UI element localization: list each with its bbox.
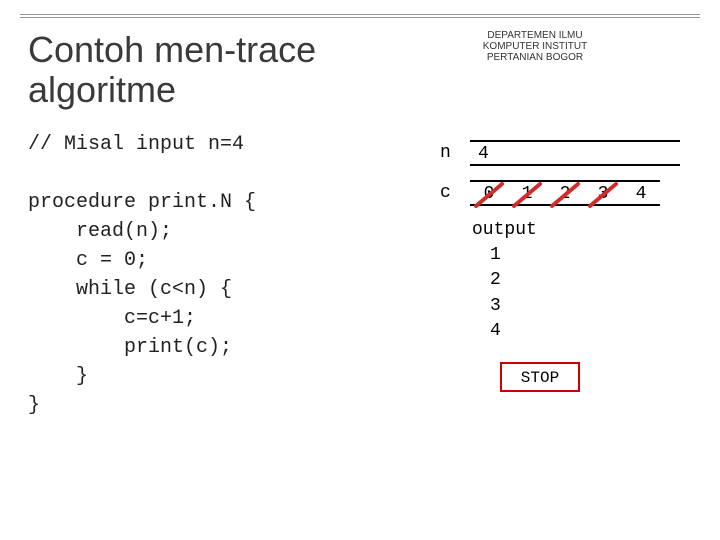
dept-line3: PERTANIAN BOGOR [450, 52, 620, 63]
output-line: 4 [490, 320, 680, 343]
dept-line1: DEPARTEMEN ILMU [450, 30, 620, 41]
strike-icon [584, 182, 622, 208]
c-cells: 01234 [470, 180, 660, 206]
dept-line2: KOMPUTER INSTITUT [450, 41, 620, 52]
c-cell: 0 [470, 180, 508, 206]
strike-icon [470, 182, 508, 208]
output-line: 3 [490, 295, 680, 318]
c-cell: 3 [584, 180, 622, 206]
strike-icon [546, 182, 584, 208]
stop-badge: STOP [500, 362, 580, 392]
output-list: 12 34 [490, 244, 680, 344]
page-title: Contoh men-trace algoritme [28, 30, 316, 109]
output-line: 2 [490, 269, 680, 292]
c-cell: 2 [546, 180, 584, 206]
top-rule [20, 14, 700, 18]
trace-panel: n 4 c 01234 output 1234 STOP [440, 140, 680, 392]
row-n: n 4 [440, 140, 680, 166]
strike-icon [508, 182, 546, 208]
var-n-label: n [440, 143, 470, 163]
output-line: 1 [490, 244, 680, 267]
title-line1: Contoh men-trace [28, 30, 316, 70]
output-label: output [472, 220, 680, 240]
c-cell: 1 [508, 180, 546, 206]
row-c: c 01234 [440, 180, 680, 206]
code-block: // Misal input n=4 procedure print.N { r… [28, 130, 256, 420]
var-n-value: 4 [470, 140, 680, 166]
c-cell: 4 [622, 180, 660, 206]
department-label: DEPARTEMEN ILMU KOMPUTER INSTITUT PERTAN… [450, 30, 620, 63]
title-line2: algoritme [28, 70, 316, 110]
var-c-label: c [440, 183, 470, 203]
